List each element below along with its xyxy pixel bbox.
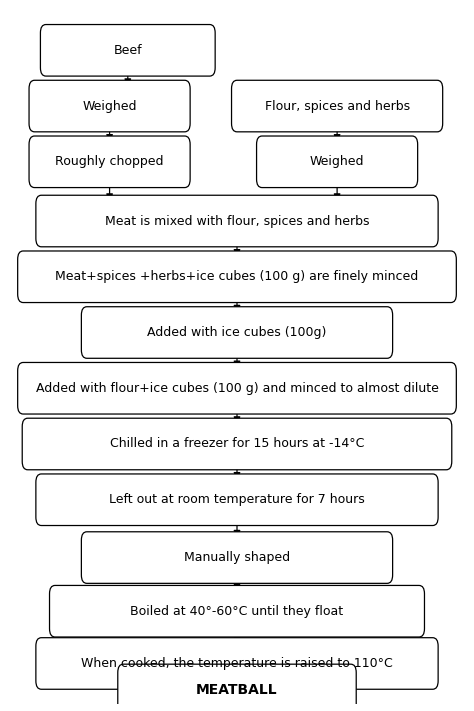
FancyBboxPatch shape [231,80,443,132]
FancyBboxPatch shape [118,664,356,711]
FancyBboxPatch shape [22,418,452,470]
Text: Boiled at 40°-60°C until they float: Boiled at 40°-60°C until they float [130,605,344,618]
Text: Roughly chopped: Roughly chopped [55,155,164,169]
FancyBboxPatch shape [18,363,456,414]
FancyBboxPatch shape [36,638,438,689]
FancyBboxPatch shape [36,474,438,525]
Text: When cooked, the temperature is raised to 110°C: When cooked, the temperature is raised t… [81,657,393,670]
Text: Meat is mixed with flour, spices and herbs: Meat is mixed with flour, spices and her… [105,215,369,228]
FancyBboxPatch shape [29,136,190,188]
Text: Beef: Beef [113,44,142,57]
Text: Manually shaped: Manually shaped [184,551,290,564]
FancyBboxPatch shape [82,306,392,358]
Text: Left out at room temperature for 7 hours: Left out at room temperature for 7 hours [109,493,365,506]
FancyBboxPatch shape [29,80,190,132]
Text: Flour, spices and herbs: Flour, spices and herbs [264,100,410,112]
Text: Added with flour+ice cubes (100 g) and minced to almost dilute: Added with flour+ice cubes (100 g) and m… [36,382,438,395]
FancyBboxPatch shape [49,585,425,637]
FancyBboxPatch shape [40,25,215,76]
Text: Meat+spices +herbs+ice cubes (100 g) are finely minced: Meat+spices +herbs+ice cubes (100 g) are… [55,270,419,283]
Text: Weighed: Weighed [310,155,365,169]
Text: MEATBALL: MEATBALL [196,683,278,697]
FancyBboxPatch shape [36,196,438,247]
FancyBboxPatch shape [18,251,456,303]
FancyBboxPatch shape [256,136,418,188]
Text: Weighed: Weighed [82,100,137,112]
Text: Chilled in a freezer for 15 hours at -14°C: Chilled in a freezer for 15 hours at -14… [110,437,364,451]
FancyBboxPatch shape [82,532,392,583]
Text: Added with ice cubes (100g): Added with ice cubes (100g) [147,326,327,339]
